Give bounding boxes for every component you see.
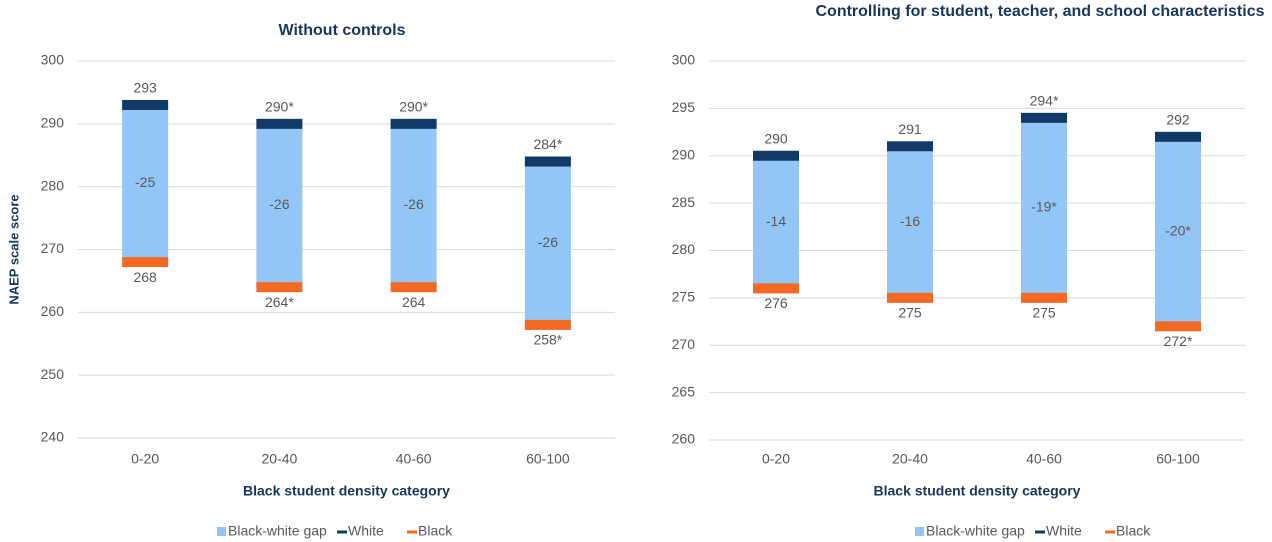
black-marker <box>524 319 571 330</box>
white-label: 290* <box>399 99 428 115</box>
gap-bar <box>390 123 437 288</box>
black-label: 264* <box>265 294 294 310</box>
white-marker <box>390 118 437 129</box>
x-axis-title: Black student density category <box>243 483 450 499</box>
black-marker <box>122 257 169 268</box>
white-label: 292 <box>1166 112 1190 128</box>
gap-bar <box>887 146 933 298</box>
legend-label: Black-white gap <box>926 523 1025 539</box>
black-label: 272* <box>1164 333 1193 349</box>
white-marker <box>1155 131 1201 142</box>
y-tick-label: 300 <box>672 52 696 68</box>
gap-label: -19* <box>1031 199 1057 215</box>
white-marker <box>122 99 169 110</box>
y-tick-label: 280 <box>672 241 696 257</box>
white-marker <box>753 150 799 161</box>
white-marker <box>887 141 933 152</box>
legend-swatch <box>217 527 226 536</box>
white-label: 294* <box>1030 93 1059 109</box>
chart-title: Without controls <box>278 22 406 39</box>
black-marker <box>1155 321 1201 332</box>
y-tick-label: 270 <box>41 240 65 256</box>
y-tick-label: 275 <box>672 289 696 305</box>
white-marker <box>256 118 303 129</box>
legend-label: Black <box>1116 523 1151 539</box>
gap-label: -14 <box>766 213 786 229</box>
black-label: 275 <box>1032 305 1056 321</box>
black-label: 268 <box>133 269 157 285</box>
chart-title: Controlling for student, teacher, and sc… <box>815 3 1265 20</box>
black-label: 276 <box>764 295 788 311</box>
gap-bar <box>122 104 169 263</box>
y-tick-label: 285 <box>672 194 696 210</box>
black-label: 258* <box>533 332 562 348</box>
y-tick-label: 260 <box>672 431 696 447</box>
gap-bar <box>524 161 571 325</box>
x-tick-label: 60-100 <box>1156 451 1200 467</box>
black-marker <box>390 282 437 293</box>
gap-label: -26 <box>269 196 289 212</box>
y-axis-title: NAEP scale score <box>6 194 21 304</box>
gap-bar <box>256 123 303 288</box>
y-tick-label: 280 <box>41 177 65 193</box>
white-marker <box>1021 112 1067 123</box>
legend-swatch <box>915 527 924 536</box>
legend-label: White <box>1046 523 1082 539</box>
white-marker <box>524 156 571 167</box>
legend-label: Black <box>418 523 453 539</box>
black-marker <box>1021 292 1067 303</box>
black-label: 275 <box>898 305 922 321</box>
gap-label: -26 <box>404 196 424 212</box>
black-marker <box>753 283 799 294</box>
y-tick-label: 290 <box>41 115 65 131</box>
x-tick-label: 40-60 <box>1026 451 1062 467</box>
black-marker <box>887 292 933 303</box>
gap-bar <box>1155 136 1201 327</box>
x-tick-label: 40-60 <box>396 451 432 467</box>
y-tick-label: 290 <box>672 146 696 162</box>
y-tick-label: 270 <box>672 336 696 352</box>
x-tick-label: 0-20 <box>131 451 159 467</box>
x-tick-label: 60-100 <box>526 451 570 467</box>
black-marker <box>256 282 303 293</box>
x-tick-label: 20-40 <box>892 451 928 467</box>
x-tick-label: 20-40 <box>261 451 297 467</box>
white-label: 284* <box>533 136 562 152</box>
x-axis-title: Black student density category <box>874 483 1081 499</box>
gap-label: -26 <box>538 234 558 250</box>
white-label: 290 <box>764 130 788 146</box>
white-label: 291 <box>898 121 922 137</box>
y-tick-label: 260 <box>41 303 65 319</box>
gap-bar <box>1021 117 1067 298</box>
y-tick-label: 295 <box>672 99 696 115</box>
legend-label: Black-white gap <box>228 523 327 539</box>
gap-label: -16 <box>900 213 920 229</box>
y-tick-label: 240 <box>41 429 65 445</box>
x-tick-label: 0-20 <box>762 451 790 467</box>
y-tick-label: 250 <box>41 366 65 382</box>
white-label: 290* <box>265 99 294 115</box>
gap-label: -20* <box>1165 222 1191 238</box>
y-tick-label: 300 <box>41 52 65 68</box>
y-tick-label: 265 <box>672 383 696 399</box>
legend-label: White <box>348 523 384 539</box>
black-label: 264 <box>402 294 426 310</box>
gap-label: -25 <box>135 174 155 190</box>
gap-bar <box>753 155 799 289</box>
white-label: 293 <box>133 80 157 96</box>
